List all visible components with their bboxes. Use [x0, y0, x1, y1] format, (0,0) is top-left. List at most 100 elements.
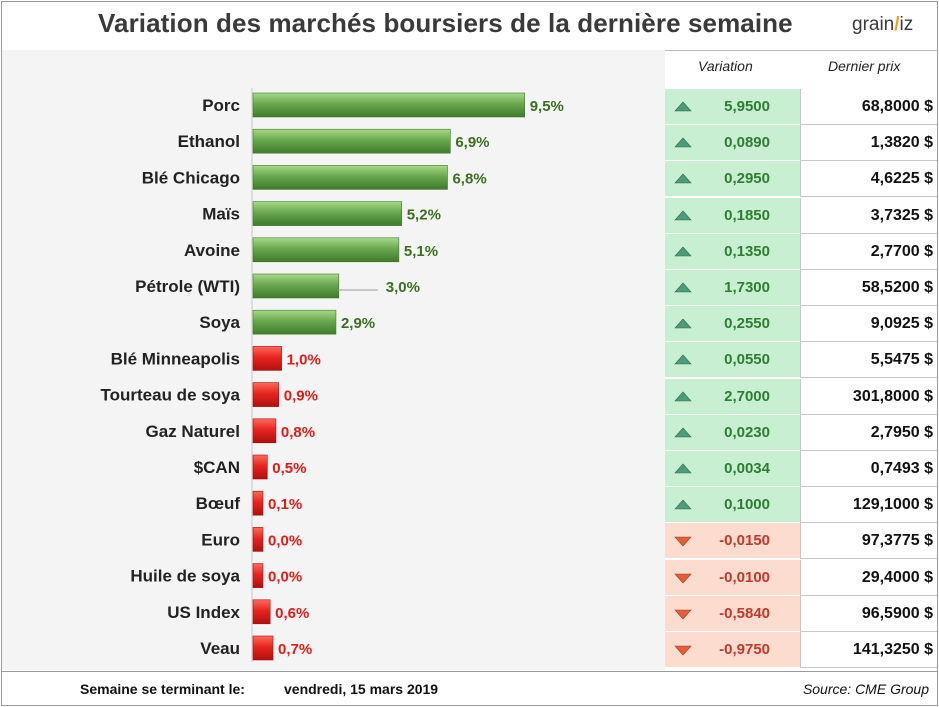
- bar: [252, 454, 268, 480]
- category-label: $CAN: [194, 458, 240, 477]
- category-label: US Index: [167, 603, 240, 622]
- category-label: Porc: [202, 96, 240, 115]
- table-row: 5,9500 68,8000 $: [665, 89, 937, 125]
- table-row: 0,0230 2,7950 $: [665, 414, 937, 451]
- category-label: Pétrole (WTI): [135, 277, 240, 296]
- price-cell: 1,3820 $: [800, 125, 937, 162]
- variation-value: 0,0230: [724, 423, 770, 441]
- triangle-up-icon: [673, 353, 693, 367]
- price-cell: 5,5475 $: [800, 342, 937, 379]
- logo-suffix: iz: [899, 14, 914, 35]
- triangle-up-icon: [673, 136, 693, 150]
- price-value: 58,5200 $: [861, 279, 933, 296]
- price-value: 9,0925 $: [870, 315, 933, 333]
- table-row: 0,0550 5,5475 $: [665, 342, 937, 379]
- bar: [252, 382, 280, 407]
- data-label: 0,9%: [284, 388, 318, 405]
- bar-series: Porc 9,5% Ethanol 6,9% Blé Chicago 6,8% Maïs 5,…: [101, 92, 564, 661]
- bar-chart: Porc 9,5% Ethanol 6,9% Blé Chicago 6,8% Maïs 5,…: [101, 88, 564, 662]
- category-label: Avoine: [184, 241, 240, 260]
- page-title: Variation des marchés boursiers de la de…: [98, 8, 793, 38]
- price-value: 301,8000 $: [852, 387, 933, 405]
- data-label: 9,5%: [530, 98, 564, 115]
- bar-chart-area: Porc 9,5% Ethanol 6,9% Blé Chicago 6,8% Maïs 5,…: [2, 50, 665, 670]
- price-value: 4,6225 $: [870, 170, 933, 188]
- data-label: 5,2%: [407, 207, 441, 224]
- header: Variation des marchés boursiers de la de…: [2, 2, 937, 51]
- variation-value: 0,1850: [724, 206, 770, 224]
- price-cell: 141,3250 $: [800, 632, 937, 668]
- variation-value: 2,7000: [724, 387, 770, 405]
- price-cell: 97,3775 $: [800, 523, 937, 560]
- variation-cell: -0,0100: [665, 559, 800, 596]
- price-cell: 4,6225 $: [800, 161, 937, 198]
- variation-value: 0,2550: [724, 315, 770, 333]
- table-row: 0,1000 129,1000 $: [665, 487, 937, 524]
- grainviz-logo: grain/iz: [852, 14, 913, 36]
- category-label: Blé Minneapolis: [111, 349, 240, 368]
- bar: [252, 490, 264, 516]
- category-label: Ethanol: [178, 132, 240, 151]
- price-cell: 2,7700 $: [800, 233, 937, 270]
- variation-value: -0,5840: [719, 604, 770, 622]
- bar: [252, 599, 271, 625]
- triangle-up-icon: [673, 498, 693, 512]
- bar: [252, 273, 340, 299]
- category-label: Veau: [200, 639, 240, 658]
- data-label: 5,1%: [404, 243, 438, 260]
- price-cell: 3,7325 $: [800, 197, 937, 234]
- bar: [252, 201, 403, 226]
- variation-value: 0,0890: [724, 134, 770, 152]
- category-label: Gaz Naturel: [146, 422, 240, 441]
- bar: [252, 309, 337, 335]
- data-label: 0,0%: [268, 532, 302, 549]
- column-header-price: Dernier prix: [828, 58, 901, 74]
- triangle-down-icon: [673, 607, 693, 621]
- table-row: 0,1850 3,7325 $: [665, 197, 937, 234]
- price-value: 29,4000 $: [861, 568, 933, 586]
- variation-cell: -0,0150: [665, 523, 800, 560]
- variation-cell: 2,7000: [665, 378, 800, 415]
- price-cell: 68,8000 $: [800, 89, 937, 125]
- triangle-down-icon: [673, 534, 693, 548]
- category-label: Blé Chicago: [142, 168, 240, 187]
- category-label: Bœuf: [196, 494, 241, 513]
- table-row: -0,0100 29,4000 $: [665, 559, 937, 596]
- footer: Semaine se terminant le: vendredi, 15 ma…: [2, 671, 937, 706]
- variation-cell: 0,0230: [665, 414, 800, 451]
- table-row: 0,0890 1,3820 $: [665, 125, 937, 162]
- variation-value: 1,7300: [724, 279, 770, 296]
- table-row: 0,1350 2,7700 $: [665, 233, 937, 270]
- triangle-up-icon: [673, 426, 693, 440]
- price-value: 141,3250 $: [852, 641, 933, 658]
- variation-value: 0,0034: [724, 460, 770, 477]
- variation-cell: 0,2950: [665, 161, 800, 198]
- price-value: 2,7700 $: [870, 242, 933, 260]
- category-label: Euro: [201, 530, 240, 549]
- bar: [252, 346, 282, 371]
- price-value: 129,1000 $: [852, 496, 933, 514]
- triangle-up-icon: [673, 317, 693, 331]
- table-row: 1,7300 58,5200 $: [665, 270, 937, 306]
- table-row: 0,0034 0,7493 $: [665, 451, 937, 487]
- table-row: 2,7000 301,8000 $: [665, 378, 937, 415]
- week-date: vendredi, 15 mars 2019: [284, 681, 439, 697]
- logo-slash: /: [894, 14, 900, 35]
- triangle-down-icon: [673, 643, 693, 657]
- price-value: 68,8000 $: [861, 98, 933, 115]
- column-header-variation: Variation: [698, 58, 753, 74]
- triangle-up-icon: [673, 209, 693, 223]
- price-value: 0,7493 $: [870, 460, 933, 477]
- data-label: 0,7%: [278, 641, 312, 658]
- table-row: 0,2950 4,6225 $: [665, 161, 937, 198]
- price-cell: 301,8000 $: [800, 378, 937, 415]
- variation-cell: 5,9500: [665, 89, 800, 125]
- variation-cell: 0,0890: [665, 125, 800, 162]
- variation-cell: 0,0550: [665, 342, 800, 379]
- variation-value: 0,1350: [724, 242, 770, 260]
- variation-value: 0,2950: [724, 170, 770, 188]
- data-label: 0,8%: [281, 424, 315, 441]
- variation-value: -0,0150: [719, 532, 770, 550]
- table-row: -0,5840 96,5900 $: [665, 595, 937, 632]
